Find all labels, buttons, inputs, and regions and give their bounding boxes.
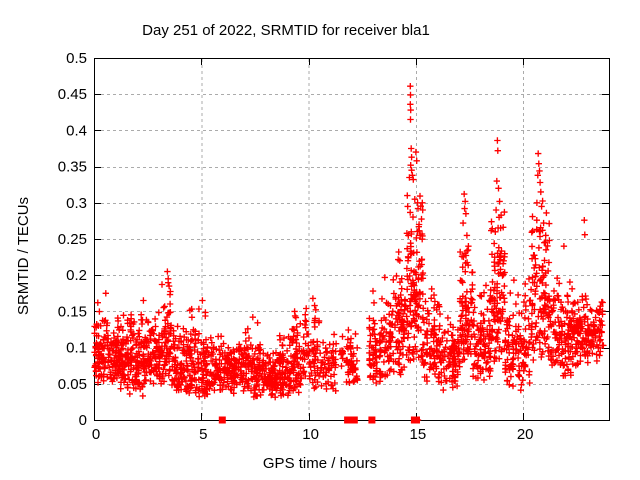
x-tick-labels: 0 5 10 15 20 [92,426,534,443]
svg-text:10: 10 [302,426,319,443]
svg-text:20: 20 [517,426,534,443]
svg-text:0.15: 0.15 [58,303,87,320]
svg-text:0.1: 0.1 [66,340,87,357]
svg-text:0.05: 0.05 [58,376,87,393]
svg-text:0.3: 0.3 [66,195,87,212]
chart-title: Day 251 of 2022, SRMTID for receiver bla… [142,22,430,39]
svg-text:0.4: 0.4 [66,122,87,139]
flag-squares [218,416,420,424]
y-tick-labels: 0 0.05 0.1 0.15 0.2 0.25 0.3 0.35 0.4 0.45 0.5 [58,50,87,429]
svg-text:5: 5 [199,426,207,443]
svg-text:0.25: 0.25 [58,231,87,248]
svg-text:15: 15 [410,426,427,443]
svg-text:0: 0 [79,412,87,429]
data-points [91,83,607,424]
svg-text:0.2: 0.2 [66,267,87,284]
svg-text:0: 0 [92,426,100,443]
svg-text:0.35: 0.35 [58,159,87,176]
svg-text:0.5: 0.5 [66,50,87,67]
y-axis-label: SRMTID / TECUs [15,197,32,315]
x-axis-label: GPS time / hours [263,455,377,472]
svg-text:0.45: 0.45 [58,86,87,103]
